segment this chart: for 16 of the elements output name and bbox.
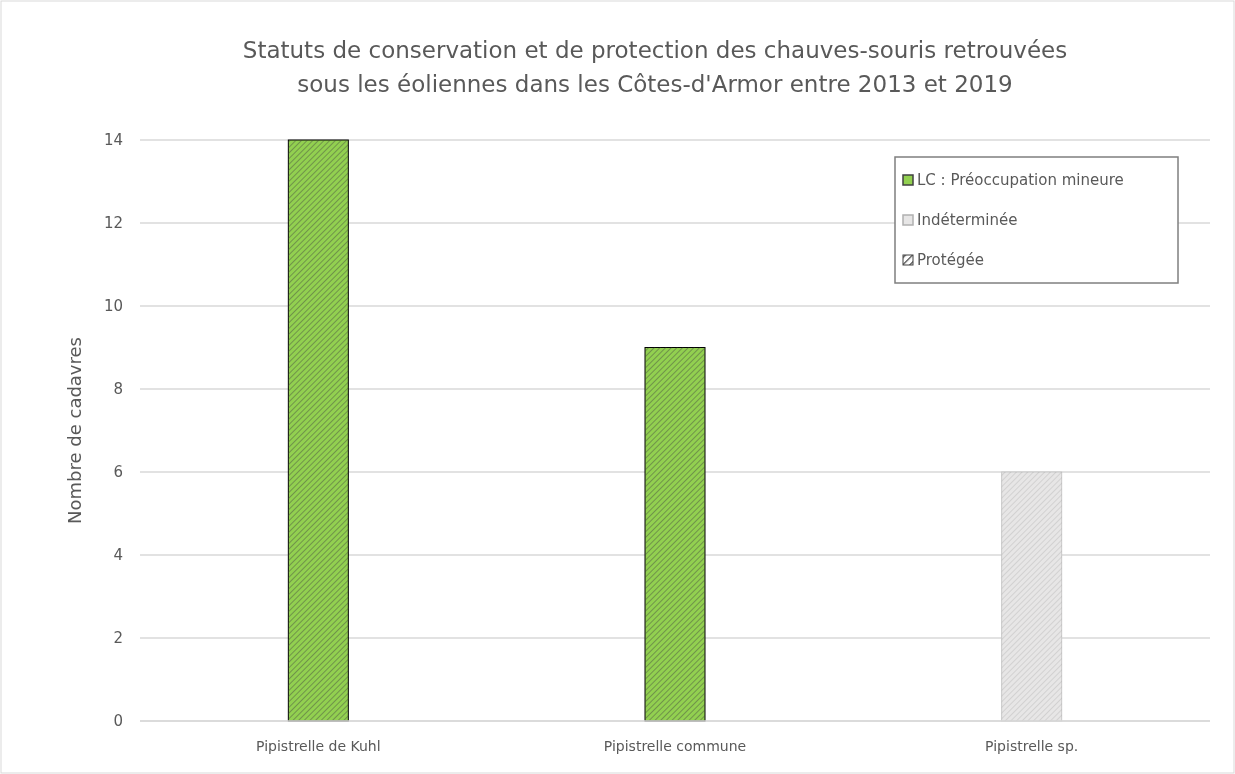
y-tick-label: 14 (103, 131, 123, 149)
y-tick-label: 6 (113, 463, 123, 481)
legend-label: Indéterminée (917, 211, 1018, 229)
x-tick-label: Pipistrelle sp. (985, 738, 1079, 754)
y-tick-label: 2 (113, 629, 123, 647)
y-tick-label: 10 (103, 297, 123, 315)
y-tick-label: 4 (113, 546, 123, 564)
chart-title: Statuts de conservation et de protection des chauves-souris retrouvées sous les éoliennes dans les Côtes-d'Armor entre 2013 et 2019 (242, 37, 1068, 97)
legend-label: LC : Préoccupation mineure (917, 171, 1124, 189)
y-tick-label: 12 (103, 214, 123, 232)
y-tick-label: 0 (113, 712, 123, 730)
y-tick-label: 8 (113, 380, 123, 398)
legend-label: Protégée (917, 251, 984, 269)
x-tick-label: Pipistrelle commune (603, 738, 747, 754)
x-tick-label: Pipistrelle de Kuhl (256, 738, 381, 754)
y-axis-title: Nombre de cadavres (64, 337, 85, 524)
